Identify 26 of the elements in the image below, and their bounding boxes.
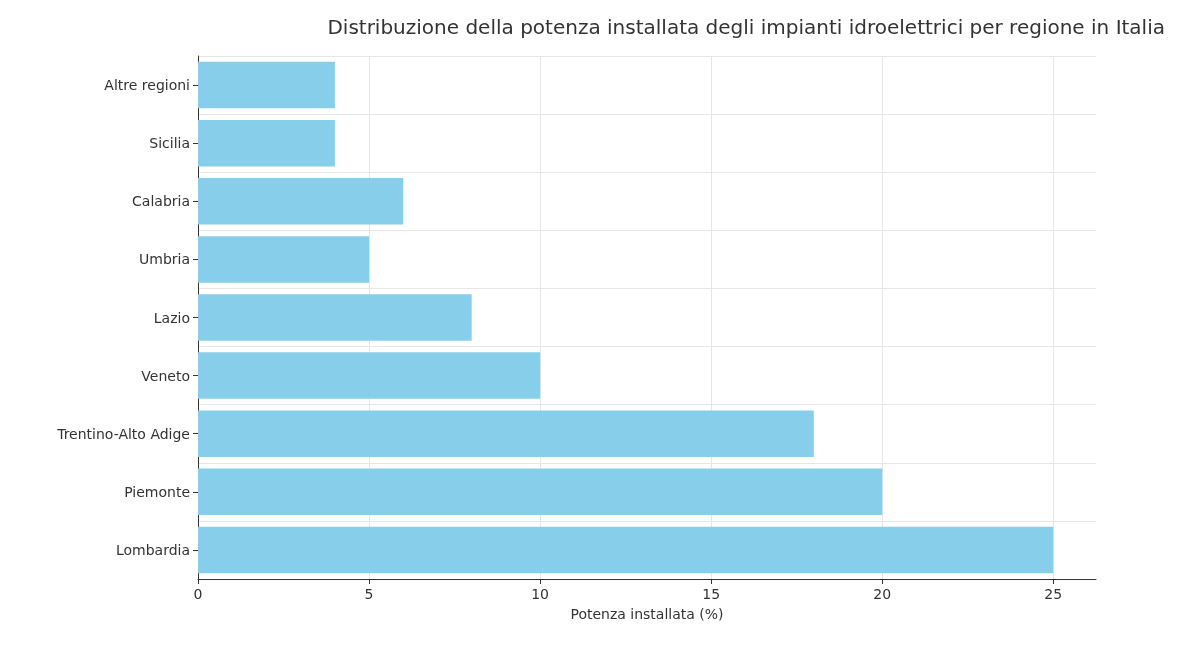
y-tick-label: Sicilia [149, 135, 190, 152]
x-tick-label: 5 [364, 586, 374, 602]
x-tick-label: 15 [702, 586, 721, 602]
bar [198, 119, 335, 167]
y-tick-label: Calabria [132, 193, 190, 210]
bar [198, 61, 335, 109]
x-tick-label: 25 [1044, 586, 1063, 602]
x-axis-title: Potenza installata (%) [570, 606, 724, 622]
bar [198, 526, 1054, 574]
y-tick-label: Lombardia [115, 541, 190, 558]
y-tick-label: Altre regioni [104, 77, 190, 94]
chart-title: Distribuzione della potenza installata degli impianti idroelettrici per regione in Italia [327, 15, 1165, 39]
y-tick-label: Veneto [141, 367, 190, 384]
bar [198, 294, 472, 341]
y-tick-label: Trentino-Alto Adige [56, 425, 190, 442]
x-tick-label: 10 [531, 586, 550, 602]
y-tick-label: Piemonte [124, 483, 190, 500]
x-tick-label: 0 [193, 586, 203, 602]
x-tick-label: 20 [873, 586, 892, 602]
bar [198, 410, 814, 457]
bar [198, 468, 883, 516]
bar [198, 178, 404, 225]
y-tick-label: Umbria [139, 251, 190, 268]
bar [198, 236, 370, 283]
bar [198, 352, 541, 399]
y-tick-label: Lazio [153, 309, 190, 326]
